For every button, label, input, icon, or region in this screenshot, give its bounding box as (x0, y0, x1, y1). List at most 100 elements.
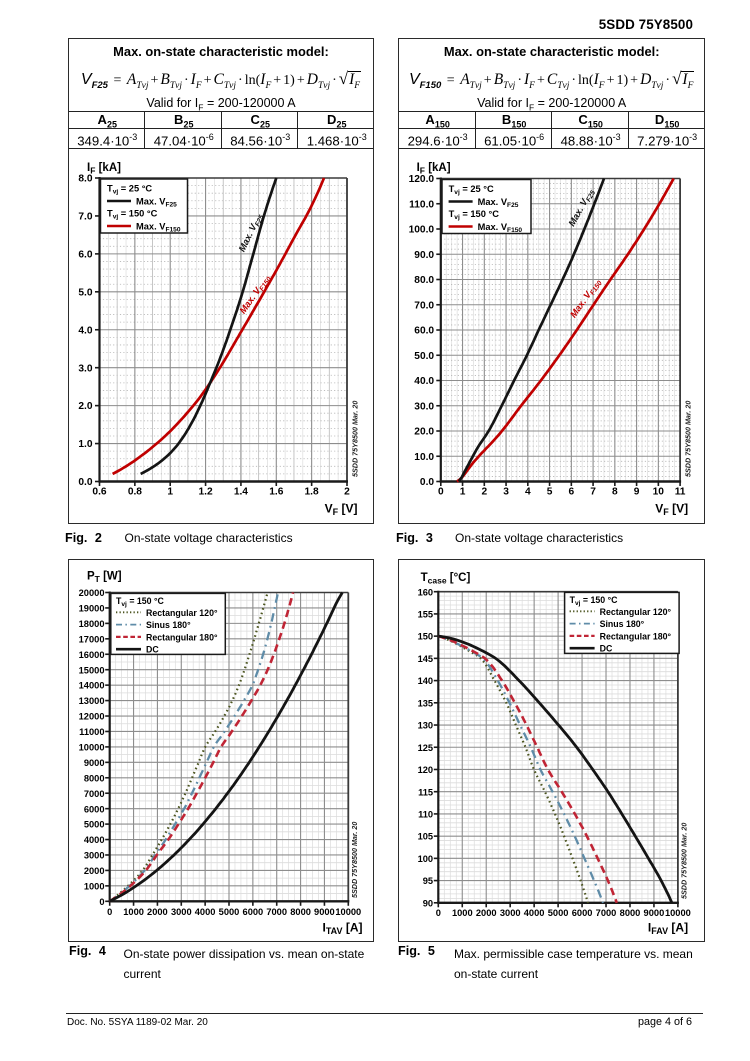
svg-text:130: 130 (418, 721, 434, 731)
svg-text:2: 2 (344, 487, 350, 498)
svg-text:10: 10 (653, 487, 665, 498)
svg-text:3000: 3000 (171, 907, 192, 917)
svg-text:0: 0 (438, 487, 444, 498)
svg-text:60.0: 60.0 (415, 326, 435, 337)
svg-text:105: 105 (418, 832, 434, 842)
svg-text:0.0: 0.0 (78, 477, 92, 488)
svg-text:DC: DC (600, 644, 613, 654)
svg-text:150: 150 (418, 632, 434, 642)
svg-text:20000: 20000 (79, 588, 105, 598)
svg-text:100: 100 (418, 854, 434, 864)
svg-text:7000: 7000 (596, 908, 617, 918)
svg-text:16000: 16000 (79, 650, 105, 660)
svg-text:18000: 18000 (79, 619, 105, 629)
svg-text:6000: 6000 (572, 908, 593, 918)
svg-text:4000: 4000 (84, 835, 105, 845)
svg-text:90: 90 (423, 898, 433, 908)
svg-text:90.0: 90.0 (415, 250, 435, 261)
svg-text:VF [V]: VF [V] (325, 502, 358, 518)
svg-text:IF [kA]: IF [kA] (417, 162, 451, 176)
svg-text:95: 95 (423, 876, 433, 886)
svg-text:13000: 13000 (79, 696, 105, 706)
svg-text:2000: 2000 (147, 907, 168, 917)
svg-text:10000: 10000 (335, 907, 361, 917)
svg-text:1000: 1000 (123, 907, 144, 917)
svg-text:30.0: 30.0 (415, 401, 435, 412)
svg-text:5: 5 (547, 487, 553, 498)
svg-text:1: 1 (167, 487, 173, 498)
svg-text:2.0: 2.0 (78, 401, 92, 412)
svg-text:4.0: 4.0 (78, 325, 92, 336)
svg-text:160: 160 (418, 587, 434, 597)
svg-text:6: 6 (569, 487, 575, 498)
svg-text:3: 3 (504, 487, 510, 498)
svg-text:1.4: 1.4 (234, 487, 248, 498)
svg-text:8000: 8000 (84, 773, 105, 783)
svg-text:0.0: 0.0 (420, 477, 434, 488)
svg-text:5000: 5000 (219, 907, 240, 917)
svg-text:2000: 2000 (476, 908, 497, 918)
svg-text:5SDD 75Y8500 Mar. 20: 5SDD 75Y8500 Mar. 20 (350, 822, 359, 898)
svg-text:135: 135 (418, 698, 434, 708)
svg-text:100.0: 100.0 (409, 225, 435, 236)
svg-text:110.0: 110.0 (410, 199, 435, 210)
svg-text:4: 4 (525, 487, 531, 498)
svg-text:0: 0 (107, 907, 112, 917)
svg-text:8000: 8000 (290, 907, 311, 917)
svg-text:0: 0 (99, 897, 104, 907)
svg-text:Tvj = 150 °C: Tvj = 150 °C (107, 209, 158, 221)
svg-text:10.0: 10.0 (415, 452, 435, 463)
svg-text:19000: 19000 (79, 604, 105, 614)
svg-text:Tvj = 150 °C: Tvj = 150 °C (449, 209, 500, 221)
svg-text:11000: 11000 (79, 727, 104, 737)
svg-text:1000: 1000 (452, 908, 473, 918)
svg-text:5SDD 75Y8500 Mar. 20: 5SDD 75Y8500 Mar. 20 (684, 401, 693, 477)
svg-text:10000: 10000 (665, 908, 691, 918)
svg-text:0.6: 0.6 (92, 487, 106, 498)
svg-text:70.0: 70.0 (415, 300, 435, 311)
svg-text:125: 125 (418, 743, 434, 753)
svg-text:8: 8 (612, 487, 618, 498)
svg-text:Tvj = 25 °C: Tvj = 25 °C (107, 184, 152, 196)
svg-text:1.2: 1.2 (199, 487, 213, 498)
svg-text:14000: 14000 (79, 681, 105, 691)
svg-text:Rectangular 180°: Rectangular 180° (600, 631, 672, 641)
svg-text:Tcase [°C]: Tcase [°C] (421, 572, 471, 586)
svg-text:40.0: 40.0 (415, 376, 435, 387)
svg-text:2: 2 (482, 487, 488, 498)
svg-text:6000: 6000 (243, 907, 264, 917)
svg-text:8000: 8000 (620, 908, 641, 918)
svg-text:7000: 7000 (266, 907, 287, 917)
svg-text:1.8: 1.8 (305, 487, 319, 498)
svg-text:Rectangular 180°: Rectangular 180° (146, 632, 218, 642)
svg-text:120.0: 120.0 (409, 174, 435, 185)
svg-text:Tvj = 150 °C: Tvj = 150 °C (116, 596, 165, 608)
svg-text:15000: 15000 (79, 665, 105, 675)
svg-text:80.0: 80.0 (415, 275, 435, 286)
svg-text:6000: 6000 (84, 804, 105, 814)
svg-text:145: 145 (418, 654, 434, 664)
svg-text:9: 9 (634, 487, 640, 498)
svg-text:Rectangular 120°: Rectangular 120° (600, 607, 672, 617)
svg-text:20.0: 20.0 (415, 427, 435, 438)
svg-text:0.8: 0.8 (128, 487, 142, 498)
svg-text:1.0: 1.0 (78, 439, 92, 450)
svg-text:9000: 9000 (644, 908, 665, 918)
svg-text:Sinus 180°: Sinus 180° (146, 620, 191, 630)
svg-text:50.0: 50.0 (415, 351, 435, 362)
svg-text:1.6: 1.6 (269, 487, 283, 498)
svg-text:VF [V]: VF [V] (656, 502, 689, 518)
svg-text:9000: 9000 (84, 758, 105, 768)
svg-text:4000: 4000 (195, 907, 216, 917)
svg-text:1: 1 (460, 487, 466, 498)
svg-text:6.0: 6.0 (78, 250, 92, 261)
svg-text:3000: 3000 (84, 851, 105, 861)
svg-text:3.0: 3.0 (78, 363, 92, 374)
svg-text:0: 0 (436, 908, 441, 918)
svg-text:8.0: 8.0 (78, 174, 92, 185)
svg-text:11: 11 (675, 487, 686, 498)
svg-text:IF [kA]: IF [kA] (87, 162, 121, 176)
svg-text:5SDD 75Y8500 Mar. 20: 5SDD 75Y8500 Mar. 20 (680, 823, 689, 899)
svg-text:12000: 12000 (79, 712, 105, 722)
svg-text:Rectangular 120°: Rectangular 120° (146, 608, 218, 618)
